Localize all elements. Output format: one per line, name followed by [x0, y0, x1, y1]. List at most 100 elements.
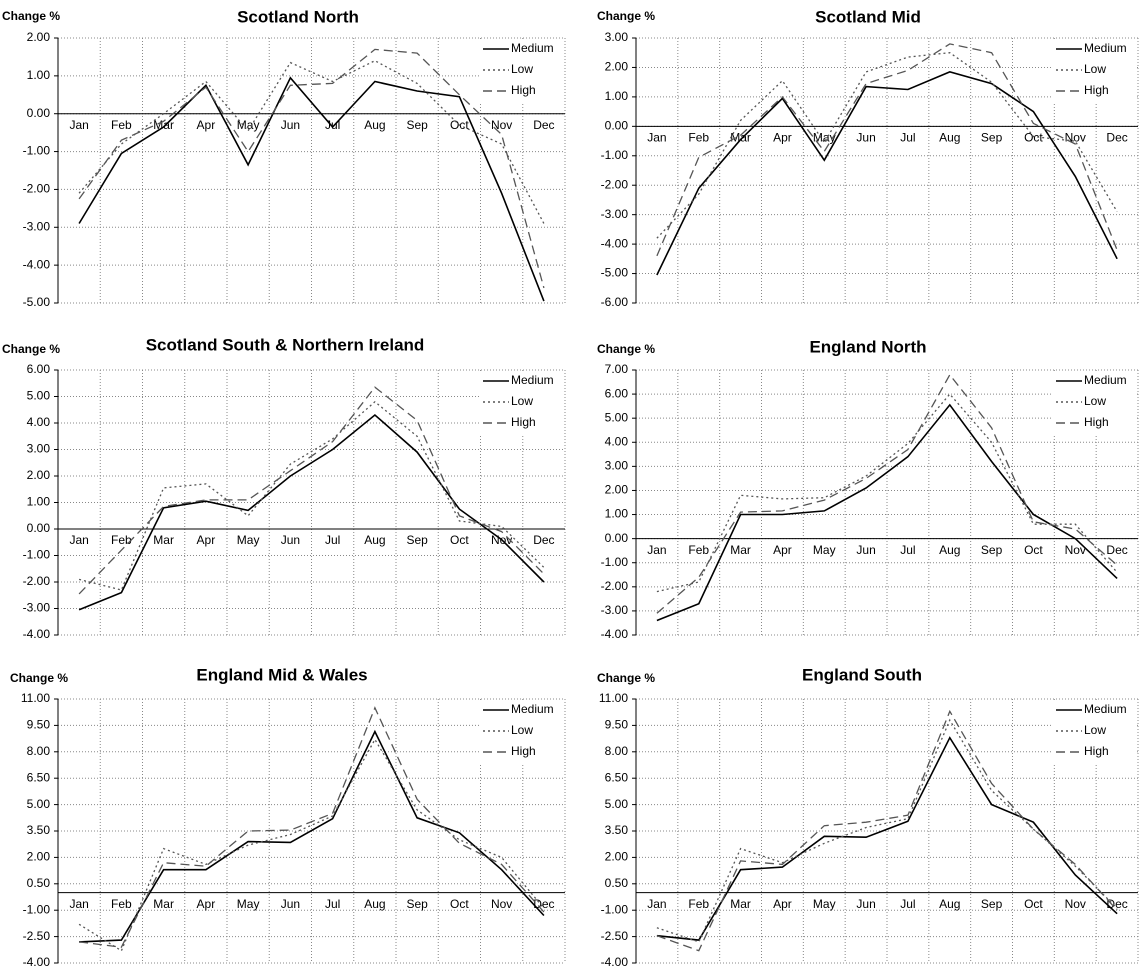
x-tick-label: Feb	[688, 131, 709, 145]
x-tick-label: Jan	[69, 533, 88, 547]
y-tick-label: -2.00	[601, 177, 629, 191]
legend-label: Low	[1084, 723, 1106, 737]
y-tick-label: 0.00	[605, 531, 629, 545]
chart-title: England South	[802, 665, 922, 684]
y-tick-label: 2.00	[27, 850, 51, 864]
y-tick-label: 1.00	[605, 507, 629, 521]
x-tick-label: Oct	[450, 533, 469, 547]
series-line	[656, 373, 1118, 614]
x-tick-label: Jun	[856, 543, 875, 557]
y-axis-label: Change %	[597, 671, 655, 685]
y-tick-label: -4.00	[601, 627, 629, 641]
x-tick-label: Jan	[647, 543, 666, 557]
y-tick-label: -4.00	[23, 627, 51, 641]
y-tick-label: 0.00	[605, 119, 629, 133]
y-tick-label: -5.00	[601, 266, 629, 280]
y-tick-label: 4.00	[27, 415, 51, 429]
x-tick-label: Jun	[856, 897, 875, 911]
x-tick-label: Dec	[533, 533, 554, 547]
y-tick-label: 2.00	[605, 850, 629, 864]
x-tick-label: Jul	[325, 533, 340, 547]
y-tick-label: 6.50	[27, 770, 51, 784]
series-line	[78, 48, 545, 289]
x-tick-label: Mar	[153, 533, 174, 547]
legend-label: Low	[1084, 62, 1106, 76]
y-tick-label: -2.50	[601, 929, 629, 943]
x-tick-label: May	[237, 897, 260, 911]
legend-label: High	[1084, 83, 1109, 97]
y-tick-label: 11.00	[599, 691, 628, 705]
x-tick-label: Apr	[773, 897, 792, 911]
y-tick-label: -3.00	[23, 601, 51, 615]
y-tick-label: -1.00	[601, 148, 629, 162]
x-tick-label: Dec	[533, 897, 554, 911]
series-line	[79, 706, 545, 948]
x-tick-label: Jun	[281, 118, 300, 132]
legend-label: Low	[1084, 394, 1106, 408]
legend-label: High	[511, 83, 536, 97]
legend-label: High	[511, 415, 536, 429]
x-tick-label: Apr	[197, 533, 216, 547]
y-tick-label: 2.00	[605, 60, 629, 74]
y-axis-label: Change %	[597, 342, 655, 356]
chart-title: Scotland Mid	[815, 7, 921, 26]
y-tick-label: 6.00	[605, 386, 629, 400]
series-line	[78, 59, 545, 224]
x-tick-label: Aug	[364, 533, 385, 547]
series-line	[78, 76, 545, 302]
panel: England North Change % -4.00 -3.00 -2.00 -1.0…	[597, 337, 1139, 641]
y-tick-label: 4.00	[605, 434, 629, 448]
series-line	[656, 52, 1118, 239]
series-line	[78, 400, 545, 591]
series-line	[79, 729, 545, 943]
x-tick-label: Dec	[1106, 897, 1127, 911]
y-tick-label: 0.50	[605, 876, 629, 890]
y-tick-label: -2.50	[23, 929, 51, 943]
y-tick-label: 0.50	[27, 876, 51, 890]
y-tick-label: -1.00	[601, 555, 629, 569]
y-tick-label: -3.00	[601, 207, 629, 221]
x-tick-label: Feb	[688, 897, 709, 911]
x-tick-label: Dec	[533, 118, 554, 132]
y-tick-label: 5.00	[605, 410, 629, 424]
y-tick-label: 3.00	[27, 442, 51, 456]
x-tick-label: May	[237, 533, 260, 547]
legend-label: Low	[511, 394, 533, 408]
x-tick-label: Feb	[111, 897, 132, 911]
y-axis-label: Change %	[597, 9, 655, 23]
x-tick-label: Jan	[69, 118, 88, 132]
x-tick-label: Feb	[111, 118, 132, 132]
x-tick-label: Sep	[981, 131, 1003, 145]
y-tick-label: 7.00	[605, 362, 629, 376]
panel: Scotland North Change % -5.00 -4.00 -3.00 -2.…	[2, 7, 566, 309]
x-tick-label: Oct	[1024, 131, 1043, 145]
x-tick-label: Nov	[491, 118, 512, 132]
x-tick-label: Feb	[688, 543, 709, 557]
y-tick-label: 2.00	[605, 483, 629, 497]
x-tick-label: Nov	[491, 897, 512, 911]
legend-label: High	[1084, 415, 1109, 429]
y-tick-label: 3.50	[27, 823, 51, 837]
y-tick-label: -2.00	[601, 579, 629, 593]
x-tick-label: Oct	[450, 897, 469, 911]
y-tick-label: 8.00	[27, 744, 51, 758]
x-tick-label: Dec	[1106, 131, 1127, 145]
y-tick-label: 3.00	[605, 30, 629, 44]
legend-label: Low	[511, 62, 533, 76]
x-tick-label: Apr	[197, 118, 216, 132]
y-tick-label: 6.50	[605, 770, 629, 784]
x-tick-label: May	[813, 131, 836, 145]
x-tick-label: Oct	[1024, 897, 1043, 911]
y-tick-label: 1.00	[27, 495, 51, 509]
x-tick-label: Aug	[364, 118, 385, 132]
x-tick-label: Jan	[69, 897, 88, 911]
x-tick-label: Apr	[773, 131, 792, 145]
x-tick-label: Jul	[325, 897, 340, 911]
x-tick-label: Jan	[647, 897, 666, 911]
series-line	[78, 386, 545, 595]
y-tick-label: -1.00	[23, 144, 51, 158]
legend-label: Medium	[1084, 702, 1127, 716]
y-tick-label: 5.00	[27, 389, 51, 403]
panel: England South Change % -4.00 -2.50 -1.00 0.50…	[597, 665, 1139, 968]
